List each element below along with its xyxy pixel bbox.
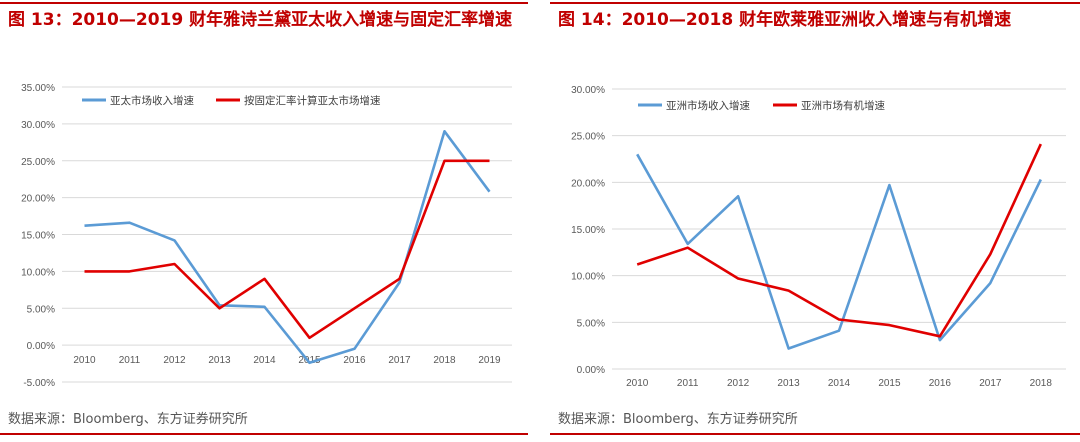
x-tick-label: 2015 (878, 378, 901, 389)
y-tick-label: 15.00% (571, 225, 605, 236)
x-tick-label: 2012 (727, 378, 750, 389)
x-tick-label: 2016 (929, 378, 952, 389)
y-tick-label: 5.00% (577, 318, 605, 329)
legend-label: 亚太市场收入增速 (110, 94, 194, 107)
chart-panel-left: 图 13：2010—2019 财年雅诗兰黛亚太收入增速与固定汇率增速 35.00… (0, 0, 528, 442)
bottom-rule (550, 433, 1080, 435)
line-chart-estee-lauder-apac: 35.00% 30.00% 25.00% 20.00% 15.00% 10.00% 5.00… (21, 83, 512, 389)
x-tick-label: 2017 (979, 378, 1002, 389)
series-line-red (636, 143, 1042, 338)
x-tick-label: 2010 (626, 378, 649, 389)
x-tick-label: 2011 (119, 355, 141, 366)
x-tick-label: 2018 (1030, 378, 1053, 389)
chart-title: 图 14：2010—2018 财年欧莱雅亚洲收入增速与有机增速 (558, 10, 1012, 30)
source-note: 数据来源：Bloomberg、东方证券研究所 (558, 412, 798, 427)
y-tick-label: 10.00% (21, 267, 55, 278)
x-tick-label: 2015 (298, 355, 321, 366)
x-tick-label: 2018 (433, 355, 456, 366)
x-tick-label: 2019 (478, 355, 501, 366)
y-tick-label: 35.00% (21, 83, 55, 94)
x-tick-label: 2013 (208, 355, 231, 366)
y-tick-label: 30.00% (571, 85, 605, 96)
top-rule (550, 2, 1080, 4)
y-tick-label: 10.00% (571, 272, 605, 283)
series-line-blue (84, 130, 491, 365)
legend-label: 亚洲市场有机增速 (801, 99, 885, 112)
source-note: 数据来源：Bloomberg、东方证券研究所 (8, 412, 248, 427)
y-tick-label: 0.00% (27, 341, 55, 352)
x-tick-label: 2010 (73, 355, 96, 366)
line-chart-loreal-asia: 30.00% 25.00% 20.00% 15.00% 10.00% 5.00% 0.00%… (571, 85, 1066, 389)
y-tick-label: 15.00% (21, 231, 55, 242)
x-tick-label: 2012 (163, 355, 186, 366)
y-tick-label: 25.00% (21, 157, 55, 168)
y-tick-label: 20.00% (21, 194, 55, 205)
chart-title: 图 13：2010—2019 财年雅诗兰黛亚太收入增速与固定汇率增速 (8, 10, 513, 30)
x-tick-label: 2011 (677, 378, 699, 389)
chart-panel-right: 图 14：2010—2018 财年欧莱雅亚洲收入增速与有机增速 30.00% 25… (550, 0, 1080, 442)
top-rule (0, 2, 528, 4)
y-tick-label: 5.00% (27, 304, 55, 315)
y-tick-label: -5.00% (23, 378, 55, 389)
x-tick-label: 2014 (828, 378, 851, 389)
legend-label: 按固定汇率计算亚太市场增速 (244, 94, 381, 107)
y-tick-label: 0.00% (577, 365, 605, 376)
series-line-blue (636, 153, 1042, 350)
y-tick-label: 30.00% (21, 120, 55, 131)
x-tick-label: 2013 (777, 378, 800, 389)
x-tick-label: 2014 (253, 355, 276, 366)
bottom-rule (0, 433, 528, 435)
series-line-red (84, 159, 490, 340)
x-tick-label: 2017 (388, 355, 411, 366)
x-tick-label: 2016 (343, 355, 366, 366)
y-tick-label: 25.00% (571, 132, 605, 143)
y-tick-label: 20.00% (571, 178, 605, 189)
legend-label: 亚洲市场收入增速 (666, 99, 750, 112)
